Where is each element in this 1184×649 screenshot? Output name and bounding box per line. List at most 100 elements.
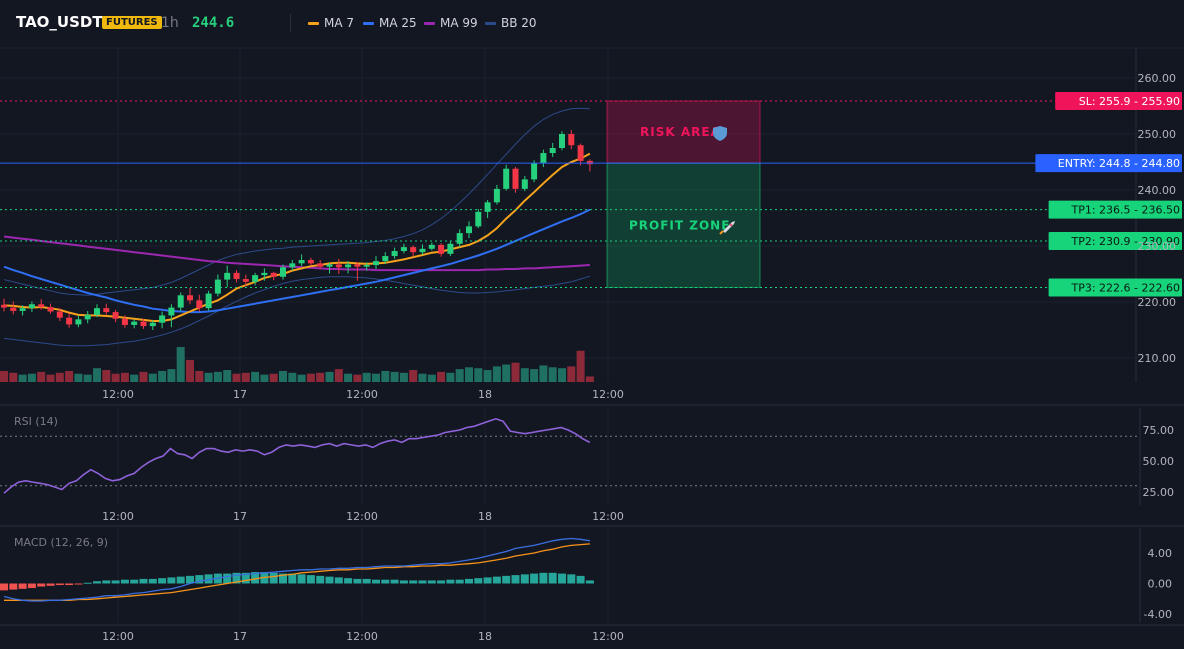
legend-ma99[interactable]: MA 99 xyxy=(424,16,478,30)
tp1-tag-label: TP1: 236.5 - 236.50 xyxy=(1071,204,1181,217)
grid-lines xyxy=(0,47,1184,626)
candle-body xyxy=(373,261,379,266)
header-divider xyxy=(290,14,291,32)
macd-histogram-bar xyxy=(204,574,213,584)
candle-body xyxy=(131,321,138,325)
volume-bar xyxy=(46,374,55,382)
time-tick-label: 18 xyxy=(478,388,492,401)
volume-bar xyxy=(130,374,139,382)
macd-histogram-bar xyxy=(223,573,232,584)
price-tick-label: 240.00 xyxy=(1138,184,1177,197)
candle-body xyxy=(84,314,91,320)
legend-ma7[interactable]: MA 7 xyxy=(308,16,354,30)
macd-histogram-bar xyxy=(241,572,250,584)
volume-bar xyxy=(306,373,315,382)
candle-body xyxy=(94,308,100,315)
timeframe-label[interactable]: 1h xyxy=(161,15,179,31)
volume-bar xyxy=(223,370,232,382)
moving-averages xyxy=(3,152,591,322)
legend-ma25-swatch xyxy=(363,21,374,25)
macd-tick-label: 0.00 xyxy=(1148,578,1173,591)
volume-bar xyxy=(232,373,241,382)
macd-histogram-bar xyxy=(9,583,18,590)
legend-ma25-label: MA 25 xyxy=(379,16,417,30)
macd-histogram-bar xyxy=(409,580,418,584)
macd-histogram-bar xyxy=(232,572,241,584)
legend-bb20-swatch xyxy=(485,21,496,25)
volume-bar xyxy=(93,368,101,382)
price-tick-label: 230.00 xyxy=(1138,240,1177,253)
candle-body xyxy=(559,134,565,148)
candle-body xyxy=(326,264,333,267)
legend-ma99-swatch xyxy=(424,21,435,25)
macd-histogram-bar xyxy=(139,578,148,584)
volume-bar xyxy=(148,373,157,382)
sl-tag-label: SL: 255.9 - 255.90 xyxy=(1079,95,1180,108)
rocket-body xyxy=(723,221,735,233)
candle-body xyxy=(428,244,435,249)
symbol-name[interactable]: TAO_USDT xyxy=(16,13,103,31)
time-tick-label: 17 xyxy=(233,630,247,643)
candle-body xyxy=(549,148,556,154)
time-tick-label: 12:00 xyxy=(102,510,134,523)
volume-bar xyxy=(344,373,353,382)
macd-histogram-bar xyxy=(167,577,176,584)
rsi-title: RSI (14) xyxy=(14,415,58,428)
volume-bar xyxy=(511,362,520,382)
candle-body xyxy=(335,264,342,268)
candle-body xyxy=(47,307,54,312)
macd-title: MACD (12, 26, 9) xyxy=(14,536,108,549)
candle-body xyxy=(242,279,249,282)
macd-histogram-bar xyxy=(130,579,139,584)
candle-body xyxy=(149,322,156,327)
macd-histogram-bar xyxy=(344,578,353,584)
macd-histogram-bar xyxy=(74,583,83,585)
volume-bar xyxy=(241,372,250,382)
macd-signal-line xyxy=(4,543,590,601)
candle-body xyxy=(475,211,482,227)
macd-histogram-bar xyxy=(474,578,483,584)
macd-histogram-bar xyxy=(120,579,129,584)
candle-body xyxy=(577,145,584,161)
volume-bars xyxy=(0,347,594,382)
candle-body xyxy=(382,256,389,262)
candle-body xyxy=(261,272,268,276)
macd-line xyxy=(3,537,591,602)
volume-bar xyxy=(437,371,446,382)
macd-histogram-bar xyxy=(93,581,101,584)
volume-bar xyxy=(102,370,111,382)
volume-bar xyxy=(9,372,18,382)
volume-bar xyxy=(27,373,36,382)
shield-icon xyxy=(713,126,727,141)
macd-histogram-bar xyxy=(251,572,260,584)
macd-histogram-bar xyxy=(353,578,362,584)
macd-histogram-bar xyxy=(297,574,306,584)
legend-ma25[interactable]: MA 25 xyxy=(363,16,417,30)
time-tick-label: 12:00 xyxy=(346,510,378,523)
candles xyxy=(1,130,593,330)
legend-bb20[interactable]: BB 20 xyxy=(485,16,537,30)
volume-bar xyxy=(381,370,390,382)
candle-body xyxy=(280,267,286,277)
legend-ma7-swatch xyxy=(308,21,319,25)
volume-bar xyxy=(195,370,204,382)
macd-histogram-bar xyxy=(483,577,492,584)
ma99-line xyxy=(3,235,590,272)
rsi-tick-label: 25.00 xyxy=(1143,486,1175,499)
volume-bar xyxy=(530,369,539,382)
price-tick-label: 260.00 xyxy=(1138,72,1177,85)
price-tick-label: 220.00 xyxy=(1138,296,1177,309)
candle-body xyxy=(10,307,17,311)
candle-body xyxy=(410,247,417,253)
futures-badge: FUTURES xyxy=(102,16,162,29)
macd-histogram-bar xyxy=(530,573,539,584)
macd-histogram-bar xyxy=(279,573,287,584)
candle-body xyxy=(270,272,277,277)
candle-body xyxy=(168,307,175,316)
candle-body xyxy=(252,275,259,282)
candle-body xyxy=(187,295,193,301)
time-tick-label: 17 xyxy=(233,388,247,401)
macd-histogram-bar xyxy=(195,575,204,584)
candle-body xyxy=(205,293,212,309)
